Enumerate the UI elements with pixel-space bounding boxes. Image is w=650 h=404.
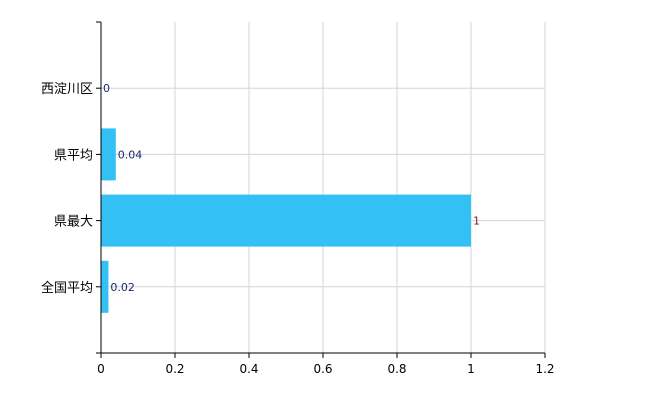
x-tick-label: 0.6	[313, 362, 332, 376]
x-tick-label: 0.4	[239, 362, 258, 376]
x-tick-label: 0.8	[387, 362, 406, 376]
x-tick-label: 0	[97, 362, 105, 376]
y-tick-label: 県最大	[54, 215, 93, 230]
x-tick-label: 1	[467, 362, 475, 376]
bar	[101, 194, 471, 247]
y-tick-label: 県平均	[54, 148, 93, 163]
data-label: 0.02	[110, 281, 134, 294]
y-tick-label: 全国平均	[41, 280, 93, 296]
y-tick-label: 西淀川区	[41, 82, 93, 97]
data-label: 1	[473, 215, 480, 228]
bar	[101, 260, 109, 313]
x-tick-label: 1.2	[535, 362, 554, 376]
bar	[101, 128, 116, 181]
x-tick-label: 0.2	[165, 362, 184, 376]
data-label: 0	[103, 82, 110, 95]
data-label: 0.04	[118, 148, 143, 161]
